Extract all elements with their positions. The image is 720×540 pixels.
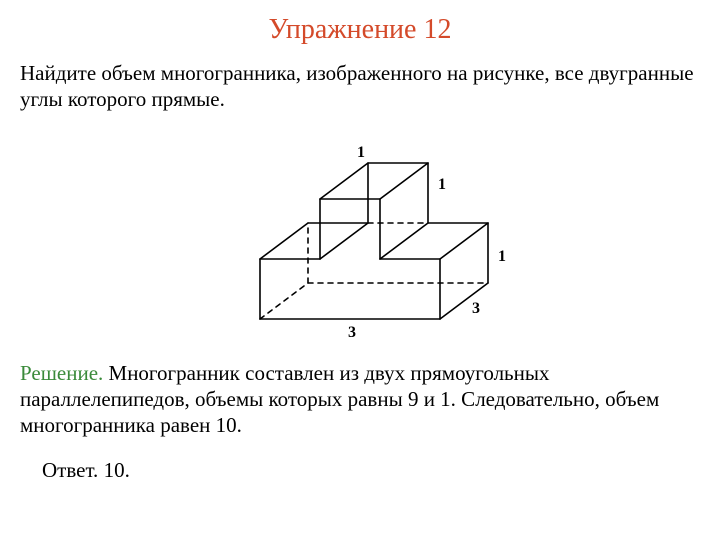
page-title: Упражнение 12 <box>20 14 700 46</box>
solution-label: Решение. <box>20 361 103 385</box>
answer-block: Ответ. 10. <box>42 458 700 483</box>
answer-label: Ответ. <box>42 458 98 482</box>
answer-value: 10. <box>98 458 130 482</box>
solution-text: Многогранник составлен из двух прямоугол… <box>20 361 659 438</box>
figure-container: 1 1 1 3 3 <box>20 119 700 354</box>
svg-text:3: 3 <box>348 324 356 341</box>
svg-text:1: 1 <box>498 248 506 265</box>
svg-text:1: 1 <box>438 176 446 193</box>
svg-text:3: 3 <box>472 300 480 317</box>
problem-text: Найдите объем многогранника, изображенно… <box>20 60 700 113</box>
solution-block: Решение. Многогранник составлен из двух … <box>20 360 700 439</box>
polyhedron-figure: 1 1 1 3 3 <box>200 119 520 349</box>
svg-text:1: 1 <box>357 144 365 161</box>
